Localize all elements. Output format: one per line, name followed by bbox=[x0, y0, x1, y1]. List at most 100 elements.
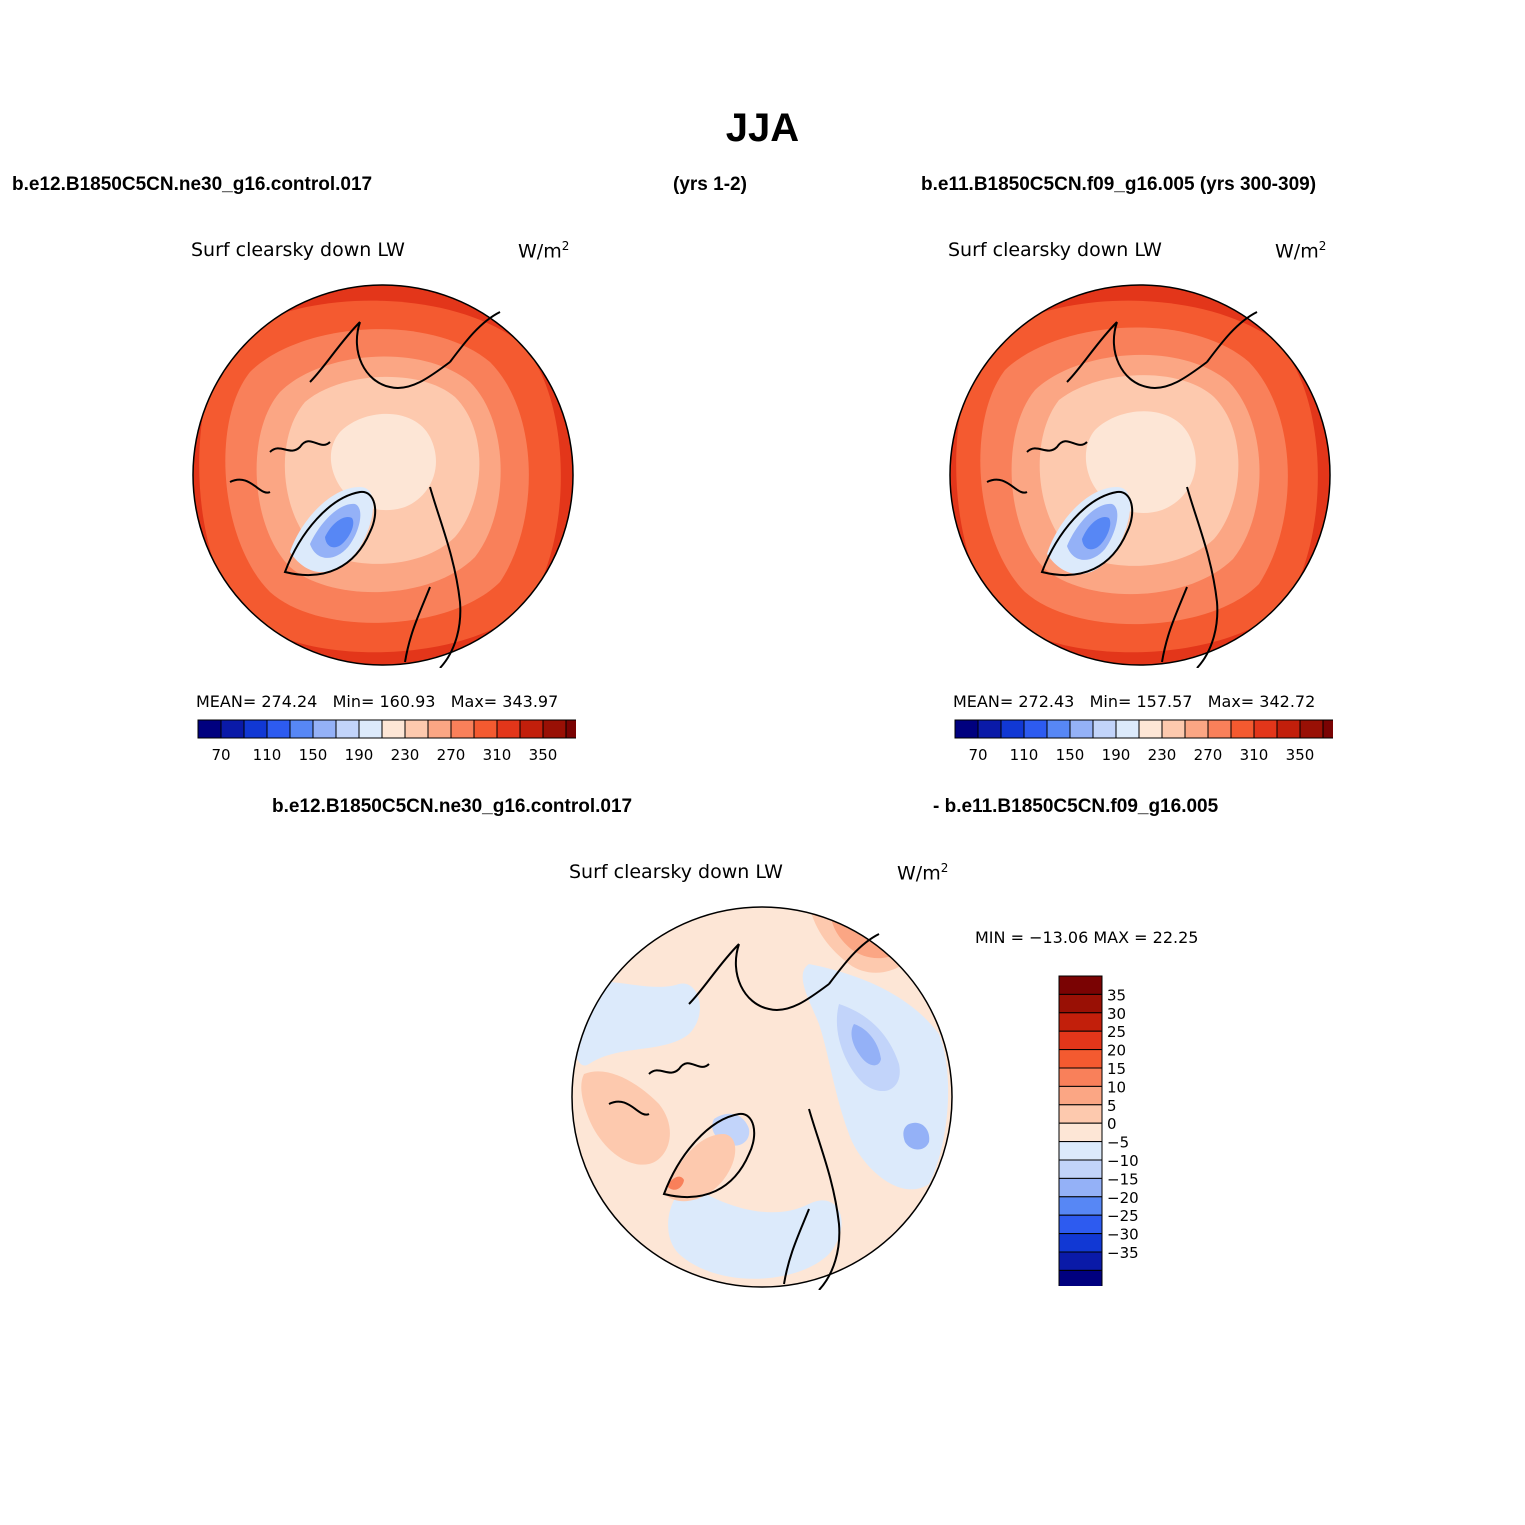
panel3-fill bbox=[572, 907, 952, 1287]
panel3-map bbox=[571, 906, 953, 1290]
colorbar-cell bbox=[1058, 1214, 1103, 1235]
diff-header-right: - b.e11.B1850C5CN.f09_g16.005 bbox=[933, 796, 1219, 817]
panel1-min: 160.93 bbox=[379, 692, 436, 711]
figure-title: JJA bbox=[725, 106, 800, 150]
colorbar-cell bbox=[1253, 719, 1278, 739]
colorbar-tick-label: 310 bbox=[1240, 746, 1269, 764]
colorbar-tick-label: 70 bbox=[968, 746, 987, 764]
header-left-years: (yrs 1-2) bbox=[673, 174, 747, 195]
panel2-min: 157.57 bbox=[1136, 692, 1193, 711]
colorbar-cell bbox=[1000, 719, 1025, 739]
colorbar-cell bbox=[977, 719, 1002, 739]
colorbar-cell bbox=[1058, 1012, 1103, 1032]
panel1-units-exp: 2 bbox=[561, 239, 570, 253]
header-right: b.e11.B1850C5CN.f09_g16.005 (yrs 300-309… bbox=[921, 174, 1317, 195]
panel1-min-label: Min= bbox=[332, 692, 375, 711]
colorbar-tick-label: 35 bbox=[1107, 986, 1126, 1004]
colorbar-cell bbox=[1322, 719, 1333, 739]
panel3-units: W/m2 bbox=[897, 861, 948, 884]
colorbar-cell bbox=[1046, 719, 1071, 739]
colorbar-tick-label: −20 bbox=[1107, 1189, 1139, 1207]
panel3-red-west bbox=[581, 1071, 670, 1165]
panel2-boundary bbox=[949, 284, 1331, 666]
colorbar-cell bbox=[565, 719, 576, 739]
colorbar-cell bbox=[496, 719, 521, 739]
colorbar-cell bbox=[1058, 1030, 1103, 1051]
header-left-case: b.e12.B1850C5CN.ne30_g16.control.017 bbox=[12, 174, 373, 195]
panel3-minmax: MIN = −13.06 MAX = 22.25 bbox=[975, 928, 1199, 947]
colorbar-cell bbox=[1058, 1049, 1103, 1069]
panel3-coastlines bbox=[608, 933, 880, 1290]
panel1-colorbar-cells bbox=[197, 719, 576, 739]
colorbar-cell bbox=[1058, 975, 1103, 995]
colorbar-cell bbox=[1058, 1085, 1103, 1106]
panel2-stats: MEAN= 272.43 Min= 157.57 Max= 342.72 bbox=[953, 692, 1315, 711]
colorbar-cell bbox=[1058, 1122, 1103, 1143]
colorbar-cell bbox=[220, 719, 245, 739]
colorbar-tick-label: 30 bbox=[1107, 1005, 1126, 1023]
colorbar-cell bbox=[1092, 719, 1117, 739]
colorbar-tick-label: 110 bbox=[253, 746, 282, 764]
panel1-mean: 274.24 bbox=[261, 692, 318, 711]
colorbar-tick-label: −10 bbox=[1107, 1152, 1139, 1170]
panel2-mean: 272.43 bbox=[1018, 692, 1075, 711]
panel1-max: 343.97 bbox=[502, 692, 559, 711]
panel3-blue-west bbox=[572, 981, 700, 1066]
panel3-units-exp: 2 bbox=[940, 861, 949, 875]
panel2-map bbox=[949, 284, 1331, 668]
colorbar-cell bbox=[450, 719, 475, 739]
colorbar-cell bbox=[542, 719, 567, 739]
colorbar-cell bbox=[519, 719, 544, 739]
panel2-variable: Surf clearsky down LW bbox=[948, 239, 1162, 261]
panel2-min-label: Min= bbox=[1089, 692, 1132, 711]
panel1-colorbar: 70 110 150 190 230 270 310 350 bbox=[197, 719, 576, 764]
colorbar-cell bbox=[1058, 1104, 1103, 1124]
panel2-coastlines bbox=[986, 311, 1258, 668]
panel3-blue-east-3 bbox=[851, 1024, 881, 1066]
panel3-blue-far-east bbox=[903, 1122, 930, 1150]
colorbar-cell bbox=[427, 719, 452, 739]
colorbar-tick-label: 5 bbox=[1107, 1097, 1117, 1115]
panel1-boundary bbox=[192, 284, 574, 666]
colorbar-tick-label: 25 bbox=[1107, 1023, 1126, 1041]
panel1-variable: Surf clearsky down LW bbox=[191, 239, 405, 261]
colorbar-tick-label: −25 bbox=[1107, 1207, 1139, 1225]
colorbar-cell bbox=[266, 719, 291, 739]
colorbar-cell bbox=[1207, 719, 1232, 739]
colorbar-tick-label: 10 bbox=[1107, 1078, 1126, 1096]
panel1-units-base: W/m bbox=[518, 240, 562, 263]
colorbar-cell bbox=[1161, 719, 1186, 739]
colorbar-cell bbox=[1058, 993, 1103, 1014]
colorbar-tick-label: 190 bbox=[1102, 746, 1131, 764]
colorbar-tick-label: 350 bbox=[1286, 746, 1315, 764]
colorbar-cell bbox=[1058, 1141, 1103, 1161]
panel2-max: 342.72 bbox=[1259, 692, 1316, 711]
colorbar-cell bbox=[197, 719, 222, 739]
colorbar-cell bbox=[312, 719, 337, 739]
panel3-boundary bbox=[571, 906, 953, 1288]
panel2-units-exp: 2 bbox=[1318, 239, 1327, 253]
colorbar-tick-label: 150 bbox=[299, 746, 328, 764]
panel2-colorbar-ticks: 70 110 150 190 230 270 310 350 bbox=[968, 746, 1314, 764]
panel1-colorbar-ticks: 70 110 150 190 230 270 310 350 bbox=[211, 746, 557, 764]
colorbar-tick-label: 150 bbox=[1056, 746, 1085, 764]
panel3-red-greenland-2 bbox=[667, 1176, 684, 1190]
colorbar-tick-label: 230 bbox=[1148, 746, 1177, 764]
diff-header-left: b.e12.B1850C5CN.ne30_g16.control.017 bbox=[272, 796, 633, 817]
colorbar-cell bbox=[358, 719, 383, 739]
colorbar-cell bbox=[1058, 1233, 1103, 1253]
colorbar-cell bbox=[1058, 1251, 1103, 1271]
panel1-stats: MEAN= 274.24 Min= 160.93 Max= 343.97 bbox=[196, 692, 558, 711]
panel1-units: W/m2 bbox=[518, 239, 569, 262]
colorbar-cell bbox=[1069, 719, 1094, 739]
panel1-center bbox=[330, 413, 436, 511]
colorbar-cell bbox=[1058, 1067, 1103, 1087]
colorbar-tick-label: 70 bbox=[211, 746, 230, 764]
colorbar-tick-label: 110 bbox=[1010, 746, 1039, 764]
colorbar-tick-label: 310 bbox=[483, 746, 512, 764]
colorbar-cell bbox=[1230, 719, 1255, 739]
colorbar-tick-label: 20 bbox=[1107, 1042, 1126, 1060]
panel1-max-label: Max= bbox=[450, 692, 498, 711]
